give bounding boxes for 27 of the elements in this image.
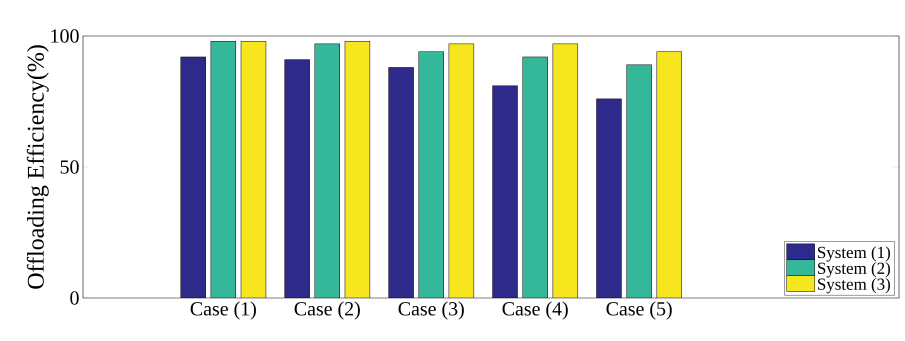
bar: [284, 60, 310, 298]
y-axis-title: Offloading Efficiency(%): [26, 45, 49, 289]
bar: [388, 67, 414, 298]
y-tick-label: 50: [60, 160, 79, 174]
bar: [180, 56, 206, 298]
x-tick-label: Case (2): [294, 302, 360, 320]
y-tick-label: 0: [70, 291, 79, 305]
bar: [656, 51, 682, 298]
bar: [418, 52, 444, 298]
x-tick-label: Case (5): [606, 302, 672, 320]
legend-label: System (2): [818, 262, 890, 278]
bar: [241, 41, 266, 298]
x-tick-label: Case (4): [502, 302, 568, 320]
bar: [448, 44, 474, 298]
bar: [552, 44, 578, 298]
legend-label: System (3): [818, 278, 890, 294]
bar: [210, 41, 236, 298]
bar: [522, 56, 548, 298]
bar: [596, 98, 622, 298]
legend-label: System (1): [818, 246, 890, 262]
bar: [344, 41, 370, 298]
x-tick-label: Case (3): [398, 302, 464, 320]
x-tick-label: Case (1): [190, 302, 256, 320]
y-tick-label: 100: [51, 29, 79, 43]
bar: [314, 44, 340, 298]
bar: [492, 86, 518, 298]
bar: [626, 64, 652, 298]
